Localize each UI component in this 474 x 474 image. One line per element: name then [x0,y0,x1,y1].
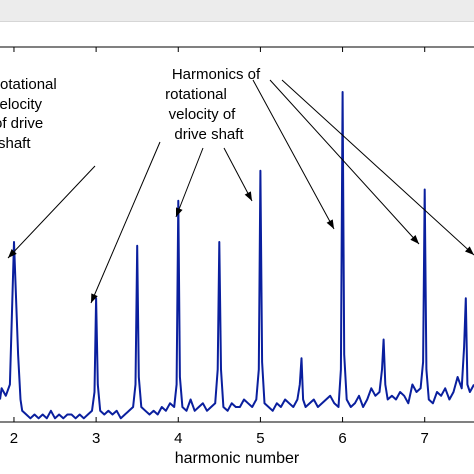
center-annotation-line-4: drive shaft [174,126,244,143]
annotation-arrow-head [176,207,183,217]
window-title-bar [0,0,474,22]
annotation-arrow-head [464,246,474,255]
left-annotation: rotational velocity of drive shaft [0,76,57,152]
annotation-arrow-head [410,234,419,244]
annotation-arrow-line [175,147,204,218]
x-tick-label: 4 [174,430,182,447]
annotation-arrow-head [91,293,98,303]
plot-axes [0,46,474,423]
left-annotation-line-2: velocity [0,96,43,113]
x-axis-title: harmonic number [175,450,300,467]
center-annotation-line-2: rotational [165,86,227,103]
x-tick-label: 7 [421,430,429,447]
annotation-arrows [7,79,474,304]
spectrum-series-line [0,91,474,420]
x-tick-label: 3 [92,430,100,447]
x-tick-label: 2 [10,430,18,447]
left-annotation-line-3: of drive [0,115,43,132]
left-annotation-line-4: shaft [0,135,31,152]
annotation-arrow-line [252,79,335,230]
annotation-arrow-line [223,147,253,202]
annotation-arrow-line [90,141,161,304]
annotation-arrow-head [8,249,17,258]
annotation-arrow-line [281,79,474,256]
annotation-arrow-head [326,219,334,229]
x-tick-label: 5 [256,430,264,447]
x-tick-label: 6 [338,430,346,447]
x-axis-ticks: 2 3 4 5 6 7 [10,47,429,447]
center-annotation: Harmonics of rotational velocity of driv… [165,66,261,143]
center-annotation-line-3: velocity of [169,106,237,123]
left-annotation-line-1: rotational [0,76,57,93]
center-annotation-line-1: Harmonics of [172,66,261,83]
annotation-arrow-line [7,165,96,259]
annotation-arrow-head [244,191,252,201]
annotation-arrow-line [269,79,420,245]
